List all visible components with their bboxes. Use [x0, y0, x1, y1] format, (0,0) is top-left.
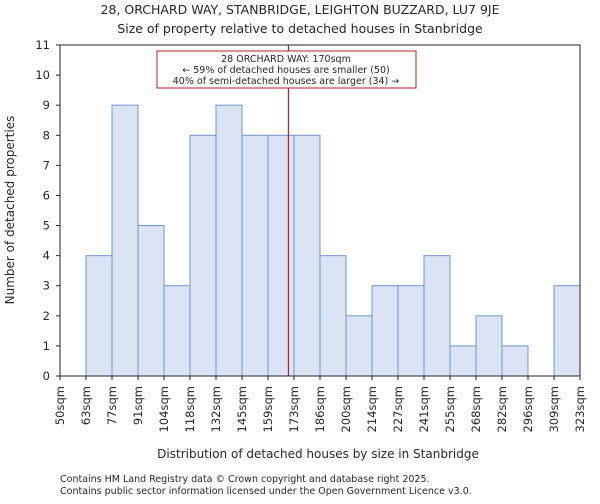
bar [163, 285, 191, 377]
x-tick-label: 145sqm [235, 386, 249, 432]
bar [475, 315, 503, 377]
annotation-line-3: 40% of semi-detached houses are larger (… [173, 76, 400, 87]
bar [449, 345, 477, 377]
x-tick-label: 282sqm [495, 386, 509, 432]
chart-subtitle: Size of property relative to detached ho… [117, 21, 483, 36]
x-tick-label: 63sqm [79, 386, 93, 425]
y-tick-label: 2 [43, 309, 50, 323]
x-tick-label: 173sqm [287, 386, 301, 432]
y-tick-label: 5 [43, 219, 50, 233]
x-tick-label: 255sqm [443, 386, 457, 432]
x-axis-label: Distribution of detached houses by size … [157, 447, 479, 461]
x-tick-label: 186sqm [313, 386, 327, 432]
y-axis-label: Number of detached properties [3, 116, 17, 305]
y-tick-label: 3 [43, 279, 50, 293]
y-tick-label: 7 [43, 158, 50, 172]
bar [319, 255, 347, 377]
y-tick-label: 9 [43, 98, 50, 112]
x-tick-label: 132sqm [209, 386, 223, 432]
y-tick-label: 1 [43, 339, 50, 353]
x-tick-label: 159sqm [261, 386, 275, 432]
bar [137, 225, 165, 377]
annotation-line-2: ← 59% of detached houses are smaller (50… [182, 65, 389, 76]
x-axis: 50sqm 63sqm 77sqm 91sqm 104sqm 118sqm 132sqm 14… [53, 376, 587, 432]
annotation-line-1: 28 ORCHARD WAY: 170sqm [221, 54, 351, 65]
x-tick-label: 200sqm [339, 386, 353, 432]
x-tick-label: 50sqm [53, 386, 67, 425]
y-axis: 0 1 2 3 4 5 6 7 8 9 10 11 [35, 38, 60, 383]
chart-title: 28, ORCHARD WAY, STANBRIDGE, LEIGHTON BU… [101, 2, 500, 17]
y-tick-label: 0 [43, 369, 50, 383]
x-tick-label: 118sqm [183, 386, 197, 432]
footer-line-2: Contains public sector information licen… [60, 486, 472, 497]
y-tick-label: 4 [43, 249, 50, 263]
bar [553, 285, 581, 377]
bar [85, 255, 113, 377]
bar [371, 285, 399, 377]
x-tick-label: 104sqm [157, 386, 171, 432]
y-tick-label: 10 [35, 68, 50, 82]
annotation-frame [156, 50, 417, 89]
x-tick-label: 268sqm [469, 386, 483, 432]
x-tick-label: 309sqm [547, 386, 561, 432]
annotation-box: 28 ORCHARD WAY: 170sqm ← 59% of detached… [156, 50, 417, 89]
y-tick-label: 8 [43, 128, 50, 142]
x-tick-label: 214sqm [365, 386, 379, 432]
x-tick-label: 323sqm [573, 386, 587, 432]
x-tick-label: 296sqm [521, 386, 535, 432]
y-tick-label: 6 [43, 188, 50, 202]
bar [397, 285, 425, 377]
footer-line-1: Contains HM Land Registry data © Crown c… [60, 474, 430, 485]
bar [423, 255, 451, 377]
bar [267, 134, 295, 377]
x-tick-label: 241sqm [417, 386, 431, 432]
x-tick-label: 91sqm [131, 386, 145, 425]
bar [501, 345, 529, 377]
bar [241, 134, 269, 377]
bar [215, 104, 243, 377]
bar [189, 134, 217, 377]
bar [111, 104, 139, 377]
bar [345, 315, 373, 377]
y-tick-label: 11 [35, 38, 50, 52]
x-tick-label: 77sqm [105, 386, 119, 425]
bar [293, 134, 321, 377]
bars-layer [85, 104, 581, 377]
x-tick-label: 227sqm [391, 386, 405, 432]
